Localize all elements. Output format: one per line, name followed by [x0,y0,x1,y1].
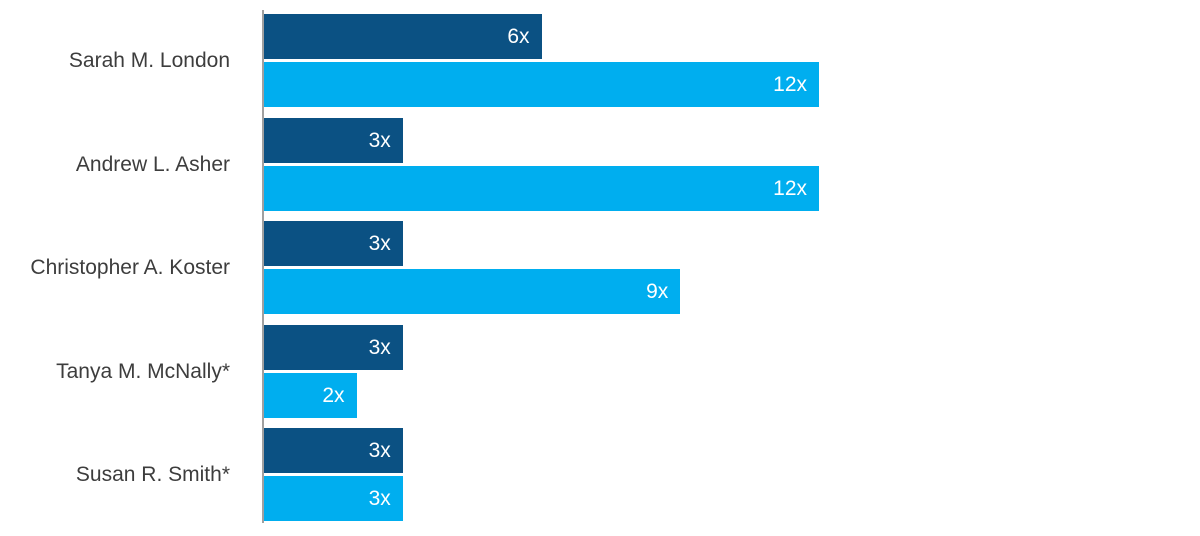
bar-value-label: 12x [773,176,807,200]
dark-blue-series-bar: 3x [264,221,403,266]
light-blue-series-bar: 2x [264,372,357,418]
bars-cell: 3x 3x [264,428,403,521]
dark-blue-series-bar: 6x [264,14,542,59]
bar-value-label: 12x [773,73,807,96]
bars-cell: 3x 2x [264,324,403,418]
bar-value-label: 3x [368,128,391,152]
bar-group: Sarah M. London 6x 12x [0,14,1200,107]
category-label: Susan R. Smith* [75,463,230,486]
light-blue-series-bar: 12x [264,62,819,107]
bar-value-label: 3x [368,439,391,462]
category-label: Andrew L. Asher [75,152,230,176]
bar-value-label: 2x [322,383,345,407]
bar-value-label: 9x [646,280,669,303]
category-label: Christopher A. Koster [30,256,230,279]
light-blue-series-bar: 3x [264,476,403,521]
bar-group: Andrew L. Asher 3x 12x [0,117,1200,211]
bar-group: Tanya M. McNally* 3x 2x [0,324,1200,418]
category-label: Tanya M. McNally* [56,359,230,383]
dark-blue-series-bar: 3x [264,117,403,163]
light-blue-series-bar: 9x [264,269,681,314]
bars-cell: 3x 9x [264,221,681,314]
category-label: Sarah M. London [68,49,230,72]
bar-value-label: 6x [507,25,530,48]
dark-blue-series-bar: 3x [264,324,403,370]
bar-group: Christopher A. Koster 3x 9x [0,221,1200,314]
chart-rows: Sarah M. London 6x 12x Andrew L. Asher 3x 12x… [0,14,1200,521]
bar-group: Susan R. Smith* 3x 3x [0,428,1200,521]
bar-value-label: 3x [368,487,391,510]
light-blue-series-bar: 12x [264,165,819,211]
dark-blue-series-bar: 3x [264,428,403,473]
bar-value-label: 3x [368,335,391,359]
bars-cell: 3x 12x [264,117,819,211]
y-axis-line [262,10,264,523]
bars-cell: 6x 12x [264,14,819,107]
bar-value-label: 3x [368,232,391,255]
